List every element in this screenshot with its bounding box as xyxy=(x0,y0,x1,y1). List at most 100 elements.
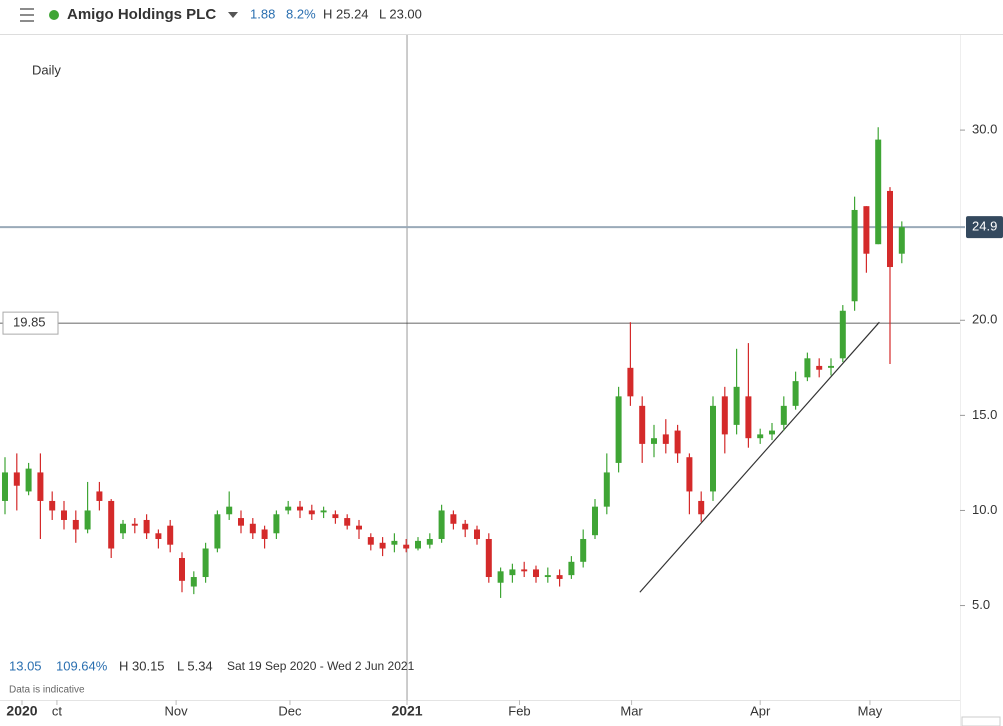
candle-body xyxy=(851,209,858,302)
candle-body xyxy=(344,518,351,526)
x-tick-label: 2020 xyxy=(6,703,37,719)
plot: 5.0 10.0 15.0 20.0 30.0 2020 ct Nov Dec 2021 Feb Ma… xyxy=(0,35,1003,719)
candle-body xyxy=(686,457,693,492)
candle-body xyxy=(356,525,362,530)
low: L 23.00 xyxy=(379,6,422,21)
candle-body xyxy=(131,523,138,526)
candle-body xyxy=(120,523,126,534)
candle-body xyxy=(710,405,716,492)
candle-body xyxy=(84,510,91,530)
candle-body xyxy=(662,434,669,444)
candle-body xyxy=(108,500,115,549)
dropdown-caret[interactable] xyxy=(228,12,238,18)
candle-body xyxy=(828,365,834,368)
reference-label: 19.85 xyxy=(13,315,46,330)
candle-body xyxy=(698,500,705,515)
candle-body xyxy=(72,519,79,530)
candle-body xyxy=(450,514,457,524)
candle-body xyxy=(202,548,209,578)
candle-body xyxy=(308,510,315,515)
candle-body xyxy=(627,367,634,397)
candle-body xyxy=(155,533,162,539)
interval-label: Daily xyxy=(32,62,61,77)
candle-body xyxy=(544,575,551,578)
candle-body xyxy=(49,500,56,511)
candle-body xyxy=(96,491,103,501)
candle-body xyxy=(792,381,799,406)
candle-body xyxy=(426,538,433,545)
candle-body xyxy=(261,529,268,539)
candle-body xyxy=(521,569,528,572)
trendline xyxy=(639,321,880,593)
candle-body xyxy=(556,575,563,579)
candle-body xyxy=(415,540,421,549)
footer-range: Sat 19 Sep 2020 - Wed 2 Jun 2021 xyxy=(227,659,415,673)
candle-body xyxy=(533,569,539,578)
y-tick-label: 10.0 xyxy=(972,502,997,517)
candle-body xyxy=(13,472,20,486)
candle-body xyxy=(615,396,622,463)
candle-body xyxy=(320,510,327,513)
candle-body xyxy=(61,510,67,520)
candle-body xyxy=(37,472,44,501)
last-price-tag xyxy=(966,216,1003,239)
candle-body xyxy=(179,558,185,581)
candle-body xyxy=(568,561,575,576)
x-tick-label: Feb xyxy=(508,703,530,718)
candle-body xyxy=(592,506,598,536)
candle-body xyxy=(863,206,870,254)
x-tick-label: ct xyxy=(52,703,63,718)
change: 1.88 xyxy=(250,6,275,21)
candle-body xyxy=(745,396,752,439)
high: H 25.24 xyxy=(323,6,369,21)
candle-body xyxy=(485,538,492,578)
candle-body xyxy=(733,386,740,425)
y-tick-label: 20.0 xyxy=(972,312,997,327)
candle-body xyxy=(898,227,905,254)
candle-body xyxy=(462,523,469,530)
x-tick-label: 2021 xyxy=(391,703,422,719)
candle-body xyxy=(580,538,587,562)
candle-body xyxy=(297,506,303,511)
x-tick-label: Dec xyxy=(278,703,302,718)
candle-body xyxy=(780,405,787,425)
candle-body xyxy=(474,529,480,539)
candle-body xyxy=(769,430,775,435)
candle-body xyxy=(674,430,681,454)
corner-box xyxy=(961,716,1001,726)
candle-body xyxy=(816,365,823,370)
y-tick-label: 5.0 xyxy=(972,597,990,612)
status-dot xyxy=(49,10,59,20)
candle-body xyxy=(757,434,764,439)
footer-change: 109.64% xyxy=(56,658,108,673)
candle-body xyxy=(143,519,150,534)
x-tick-label: Apr xyxy=(750,703,771,718)
instrument-title[interactable]: Amigo Holdings PLC xyxy=(67,6,216,23)
candle-body xyxy=(639,405,646,444)
candle-body xyxy=(497,571,504,583)
y-tick-label: 30.0 xyxy=(972,122,997,137)
candle-body xyxy=(651,438,657,444)
last-price-label: 24.9 xyxy=(972,219,997,234)
candle-body xyxy=(887,190,893,268)
candle-body xyxy=(875,139,882,245)
y-tick-label: 15.0 xyxy=(972,407,997,422)
candle-body xyxy=(379,542,386,549)
x-tick-label: Mar xyxy=(620,703,643,718)
reference-tag xyxy=(2,311,59,335)
x-tick-label: Nov xyxy=(165,703,189,718)
candle-body xyxy=(238,518,244,526)
candle-body xyxy=(403,544,410,549)
change-pct: 8.2% xyxy=(286,6,316,21)
menu-icon[interactable] xyxy=(20,8,34,22)
candle-body xyxy=(603,472,610,507)
candle-body xyxy=(804,358,811,378)
candle-body xyxy=(249,523,256,534)
candle-body xyxy=(285,506,292,511)
candle-body xyxy=(391,540,398,545)
candle-body xyxy=(332,514,339,519)
x-tick-label: May xyxy=(858,703,883,718)
footer-high: H 30.15 xyxy=(119,658,165,673)
